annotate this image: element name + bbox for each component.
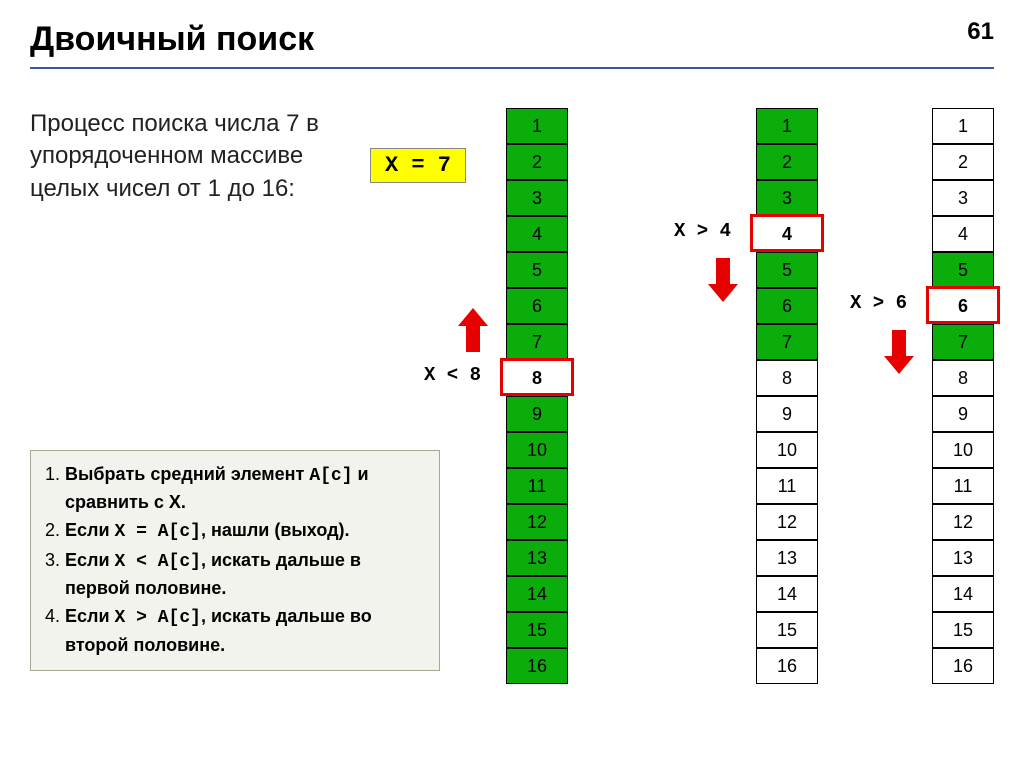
array-cell: 16: [932, 648, 994, 684]
array-cell: 10: [506, 432, 568, 468]
array-cell: 13: [756, 540, 818, 576]
array-cell: 2: [756, 144, 818, 180]
array-cell: 11: [756, 468, 818, 504]
array-cell: 7: [932, 324, 994, 360]
comparison-label: X > 4: [674, 220, 731, 242]
array-cell: 10: [756, 432, 818, 468]
array-cell: 8: [756, 360, 818, 396]
arrow-down-icon: [884, 330, 914, 374]
description-text: Процесс поиска числа 7 в упорядоченном м…: [30, 108, 360, 205]
array-cell: 5: [932, 252, 994, 288]
algorithm-box: Выбрать средний элемент A[c] и сравнить …: [30, 450, 440, 671]
array-cell: 4: [932, 216, 994, 252]
algorithm-list: Выбрать средний элемент A[c] и сравнить …: [41, 461, 427, 658]
array-cell: 2: [932, 144, 994, 180]
array-cell: 3: [756, 180, 818, 216]
array-cell: 10: [932, 432, 994, 468]
array-cell: 1: [932, 108, 994, 144]
array-cell: 9: [756, 396, 818, 432]
array-cell: 13: [506, 540, 568, 576]
array-cell: 5: [756, 252, 818, 288]
array-cell: 7: [506, 324, 568, 360]
array-cell: 14: [932, 576, 994, 612]
array-cell: 6: [756, 288, 818, 324]
array-cell: 5: [506, 252, 568, 288]
algo-step-4: Если X > A[c], искать дальше во второй п…: [65, 603, 427, 657]
array-cell: 14: [506, 576, 568, 612]
arrow-down-icon: [708, 258, 738, 302]
array-cell: 14: [756, 576, 818, 612]
array-cell: 2: [506, 144, 568, 180]
array-cell: 12: [506, 504, 568, 540]
array-cell: 8: [932, 360, 994, 396]
array-cell: 1: [756, 108, 818, 144]
array-cell: 7: [756, 324, 818, 360]
array-cell: 3: [506, 180, 568, 216]
pivot-cell: 8: [500, 358, 574, 396]
array-cell: 15: [506, 612, 568, 648]
pivot-cell: 6: [926, 286, 1000, 324]
algo-step-3: Если X < A[c], искать дальше в первой по…: [65, 547, 427, 601]
comparison-label: X < 8: [424, 364, 481, 386]
array-cell: 11: [506, 468, 568, 504]
array-cell: 15: [756, 612, 818, 648]
comparison-label: X > 6: [850, 292, 907, 314]
slide-title: Двоичный поиск: [30, 20, 994, 69]
algo-step-2: Если X = A[c], нашли (выход).: [65, 517, 427, 545]
array-cell: 3: [932, 180, 994, 216]
array-cell: 16: [506, 648, 568, 684]
arrow-up-icon: [458, 308, 488, 352]
array-column: 12345678910111213141516: [756, 108, 818, 684]
array-column: 12345678910111213141516: [932, 108, 994, 684]
pivot-cell: 4: [750, 214, 824, 252]
slide: 61 Двоичный поиск Процесс поиска числа 7…: [0, 0, 1024, 767]
array-cell: 11: [932, 468, 994, 504]
page-number: 61: [967, 18, 994, 46]
array-column: 12345678910111213141516: [506, 108, 568, 684]
x-target-box: X = 7: [370, 148, 466, 183]
array-cell: 9: [932, 396, 994, 432]
array-cell: 1: [506, 108, 568, 144]
array-cell: 12: [932, 504, 994, 540]
array-cell: 9: [506, 396, 568, 432]
array-cell: 12: [756, 504, 818, 540]
array-cell: 16: [756, 648, 818, 684]
array-cell: 15: [932, 612, 994, 648]
array-cell: 13: [932, 540, 994, 576]
algo-step-1: Выбрать средний элемент A[c] и сравнить …: [65, 461, 427, 515]
array-cell: 6: [506, 288, 568, 324]
array-cell: 4: [506, 216, 568, 252]
